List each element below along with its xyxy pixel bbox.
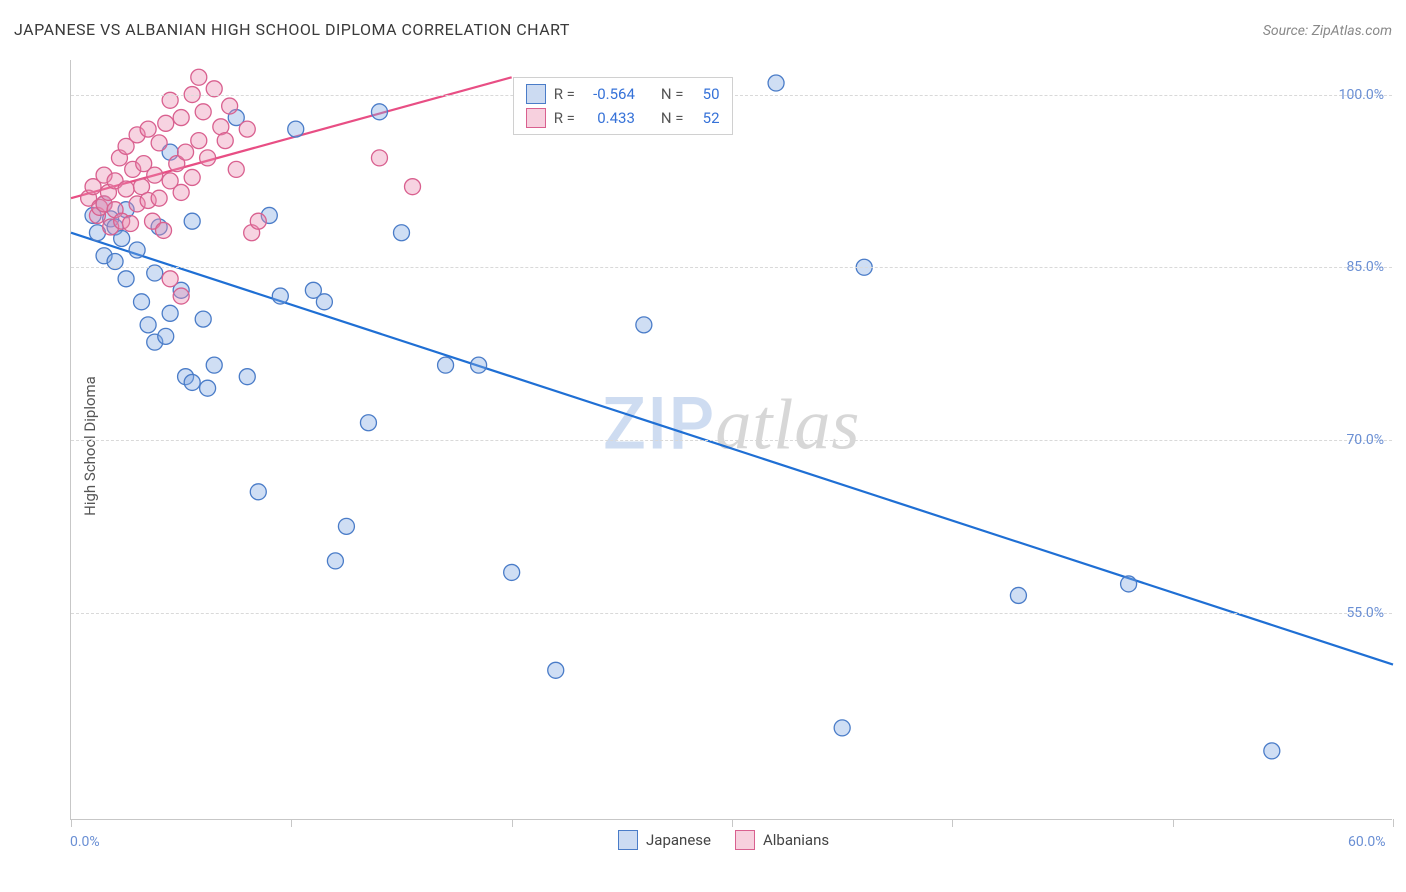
data-point — [151, 190, 167, 206]
data-point — [162, 271, 178, 287]
data-point — [471, 357, 487, 373]
x-axis-origin-label: 0.0% — [70, 834, 100, 850]
data-point — [162, 305, 178, 321]
data-point — [200, 150, 216, 166]
data-point — [288, 121, 304, 137]
data-point — [195, 311, 211, 327]
series-legend: Japanese Albanians — [612, 828, 835, 852]
data-point — [140, 121, 156, 137]
data-point — [191, 133, 207, 149]
gridline — [71, 267, 1392, 268]
x-tick — [1393, 819, 1394, 827]
data-point — [405, 179, 421, 195]
data-point — [206, 357, 222, 373]
data-point — [184, 213, 200, 229]
data-point — [338, 518, 354, 534]
legend-item-japanese: Japanese — [618, 830, 711, 850]
x-axis-max-label: 60.0% — [1348, 834, 1386, 850]
n-value-albanians: 52 — [692, 106, 720, 130]
data-point — [195, 104, 211, 120]
data-point — [768, 75, 784, 91]
data-point — [200, 380, 216, 396]
y-tick-label: 70.0% — [1346, 432, 1384, 448]
data-point — [158, 115, 174, 131]
data-point — [178, 144, 194, 160]
data-point — [1010, 587, 1026, 603]
legend-label-japanese: Japanese — [646, 831, 711, 849]
x-tick — [512, 819, 513, 827]
data-point — [191, 69, 207, 85]
data-point — [118, 181, 134, 197]
legend-item-albanians: Albanians — [735, 830, 829, 850]
r-label-2: R = — [554, 106, 575, 130]
data-point — [316, 294, 332, 310]
data-point — [173, 288, 189, 304]
data-point — [156, 222, 172, 238]
data-point — [134, 294, 150, 310]
gridline — [71, 440, 1392, 441]
y-tick-label: 55.0% — [1346, 605, 1384, 621]
gridline — [71, 613, 1392, 614]
data-point — [151, 135, 167, 151]
data-point — [228, 161, 244, 177]
legend-label-albanians: Albanians — [763, 831, 829, 849]
source-attribution: Source: ZipAtlas.com — [1263, 23, 1392, 39]
data-point — [1264, 743, 1280, 759]
data-point — [327, 553, 343, 569]
data-point — [222, 98, 238, 114]
trend-line-japanese — [71, 233, 1393, 665]
data-point — [239, 369, 255, 385]
legend-swatch-japanese — [618, 830, 638, 850]
swatch-albanians — [526, 108, 546, 128]
y-tick-label: 85.0% — [1346, 259, 1384, 275]
data-point — [360, 415, 376, 431]
source-name: ZipAtlas.com — [1312, 23, 1392, 39]
data-point — [173, 184, 189, 200]
data-point — [438, 357, 454, 373]
chart-title: JAPANESE VS ALBANIAN HIGH SCHOOL DIPLOMA… — [14, 20, 570, 39]
r-value-albanians: 0.433 — [583, 106, 635, 130]
r-value-japanese: -0.564 — [583, 82, 635, 106]
n-label: N = — [661, 82, 684, 106]
x-tick — [1173, 819, 1174, 827]
data-point — [636, 317, 652, 333]
data-point — [394, 225, 410, 241]
swatch-japanese — [526, 84, 546, 104]
x-tick — [732, 819, 733, 827]
data-point — [250, 484, 266, 500]
data-point — [239, 121, 255, 137]
data-point — [147, 167, 163, 183]
data-point — [173, 110, 189, 126]
data-point — [140, 317, 156, 333]
x-tick — [952, 819, 953, 827]
data-point — [129, 242, 145, 258]
legend-swatch-albanians — [735, 830, 755, 850]
x-tick — [71, 819, 72, 827]
n-label-2: N = — [661, 106, 684, 130]
stats-row-japanese: R = -0.564 N = 50 — [526, 82, 720, 106]
data-point — [250, 213, 266, 229]
chart-header: JAPANESE VS ALBANIAN HIGH SCHOOL DIPLOMA… — [14, 20, 1392, 39]
data-point — [834, 720, 850, 736]
y-tick-label: 100.0% — [1339, 87, 1384, 103]
data-point — [371, 104, 387, 120]
data-point — [371, 150, 387, 166]
stats-row-albanians: R = 0.433 N = 52 — [526, 106, 720, 130]
data-point — [217, 133, 233, 149]
stats-legend: R = -0.564 N = 50 R = 0.433 N = 52 — [513, 77, 733, 135]
data-point — [548, 662, 564, 678]
source-prefix: Source: — [1263, 23, 1312, 39]
data-point — [1121, 576, 1137, 592]
data-point — [504, 564, 520, 580]
n-value-japanese: 50 — [692, 82, 720, 106]
x-tick — [291, 819, 292, 827]
data-point — [272, 288, 288, 304]
plot-area: ZIPatlas 55.0%70.0%85.0%100.0% — [70, 60, 1392, 820]
data-point — [184, 374, 200, 390]
data-point — [158, 328, 174, 344]
data-point — [122, 216, 138, 232]
r-label: R = — [554, 82, 575, 106]
data-point — [118, 271, 134, 287]
data-point — [184, 169, 200, 185]
